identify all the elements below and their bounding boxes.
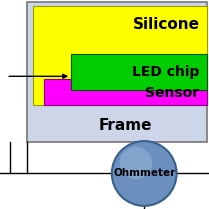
- Text: Sensor: Sensor: [145, 86, 200, 100]
- Text: LED chip: LED chip: [132, 65, 200, 79]
- Bar: [71, 54, 207, 90]
- Bar: [33, 6, 207, 104]
- Circle shape: [120, 147, 152, 179]
- Bar: [44, 79, 207, 104]
- Bar: [27, 2, 207, 142]
- Text: Frame: Frame: [99, 118, 152, 133]
- Circle shape: [112, 141, 177, 206]
- Text: Silicone: Silicone: [133, 17, 200, 32]
- Text: Ohmmeter: Ohmmeter: [113, 168, 175, 178]
